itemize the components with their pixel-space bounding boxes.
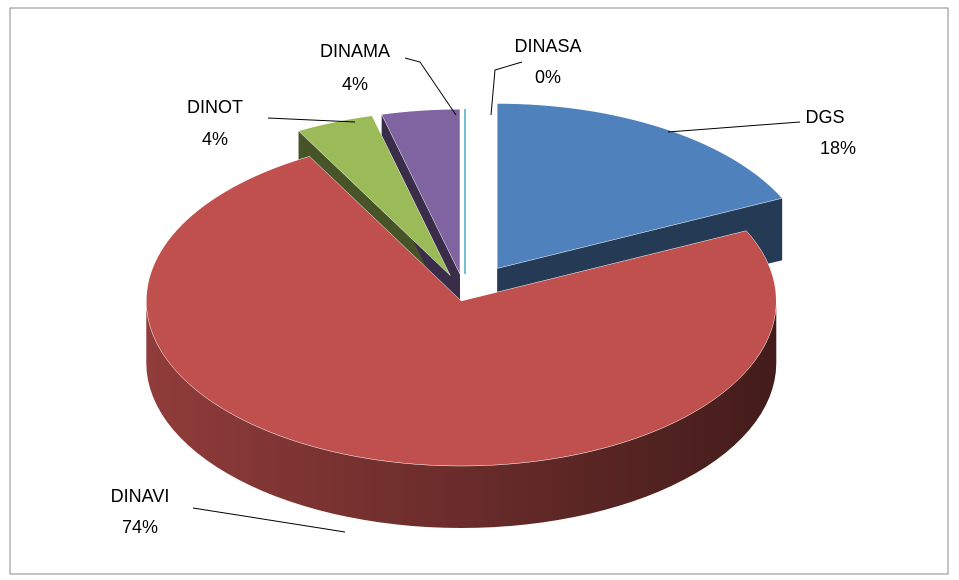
leader-line	[404, 57, 457, 116]
category-label: DINAMA	[320, 41, 390, 61]
category-label: DINAVI	[111, 486, 170, 506]
value-label: 74%	[122, 517, 158, 537]
labels: DGS 18% DINAVI 74% DINOT 4% DINAMA 4% DINASA 0%	[111, 36, 856, 537]
value-label: 0%	[535, 67, 561, 87]
category-label: DINOT	[187, 97, 243, 117]
leader-line	[192, 507, 346, 533]
value-label: 18%	[820, 138, 856, 158]
leader-line	[490, 61, 523, 116]
slice-wall	[146, 300, 777, 528]
category-label: DGS	[805, 107, 844, 127]
category-label: DINASA	[514, 36, 581, 56]
leader-line	[667, 121, 801, 133]
value-label: 4%	[202, 129, 228, 149]
value-label: 4%	[342, 74, 368, 94]
leader-line	[267, 117, 356, 123]
slice	[381, 108, 461, 275]
slice	[298, 115, 451, 276]
slice	[146, 156, 777, 467]
slice	[496, 103, 783, 269]
pie-tops	[146, 103, 783, 467]
